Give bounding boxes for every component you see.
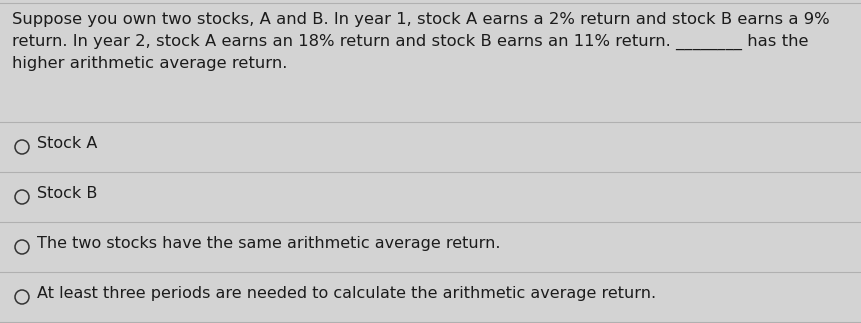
Text: higher arithmetic average return.: higher arithmetic average return. (12, 56, 288, 71)
Text: At least three periods are needed to calculate the arithmetic average return.: At least three periods are needed to cal… (37, 286, 656, 301)
Text: Stock B: Stock B (37, 186, 97, 201)
Text: Stock A: Stock A (37, 136, 97, 151)
Text: The two stocks have the same arithmetic average return.: The two stocks have the same arithmetic … (37, 236, 500, 251)
Text: Suppose you own two stocks, A and B. In year 1, stock A earns a 2% return and st: Suppose you own two stocks, A and B. In … (12, 12, 830, 27)
Text: return. In year 2, stock A earns an 18% return and stock B earns an 11% return. : return. In year 2, stock A earns an 18% … (12, 34, 808, 50)
